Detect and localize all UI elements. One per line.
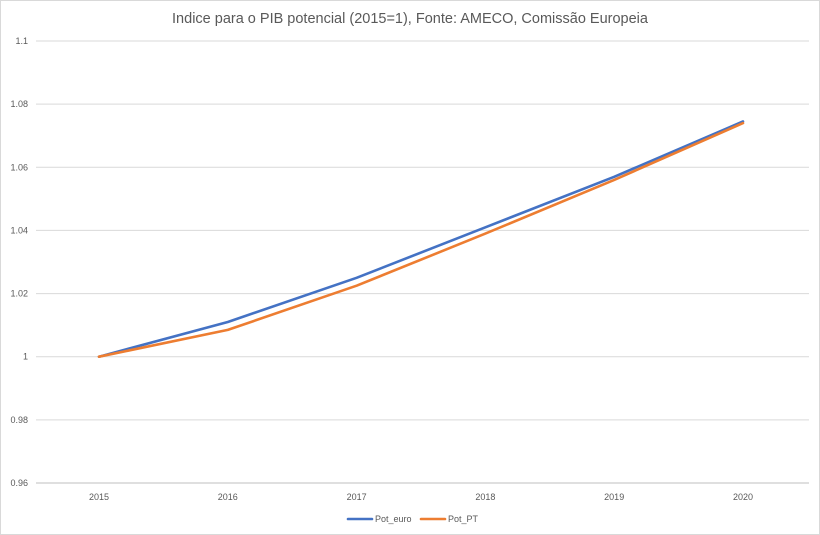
series-line-pot-pt [97,121,745,359]
x-tick-label: 2018 [475,492,495,502]
x-tick-label: 2017 [347,492,367,502]
series-lines [97,120,745,359]
y-tick-label: 0.98 [10,415,28,425]
y-tick-label: 1.04 [10,225,28,235]
gridlines [36,40,809,484]
y-tick-label: 1.06 [10,162,28,172]
chart-title: Indice para o PIB potencial (2015=1), Fo… [172,11,649,27]
y-tick-label: 1.1 [15,36,28,46]
series-line-pot-euro [97,120,745,359]
legend-label: Pot_euro [375,514,412,524]
y-axis-ticks: 0.96 0.98 1 1.02 1.04 1.06 1.08 1.1 [10,36,28,488]
legend: Pot_euro Pot_PT [346,514,479,524]
y-tick-label: 1.02 [10,289,28,299]
x-tick-label: 2019 [604,492,624,502]
legend-label: Pot_PT [448,514,479,524]
x-tick-label: 2020 [733,492,753,502]
y-tick-label: 1 [23,352,28,362]
y-tick-label: 0.96 [10,478,28,488]
x-tick-label: 2016 [218,492,238,502]
x-tick-label: 2015 [89,492,109,502]
x-axis-ticks: 2015 2016 2017 2018 2019 2020 [89,492,753,502]
y-tick-label: 1.08 [10,99,28,109]
